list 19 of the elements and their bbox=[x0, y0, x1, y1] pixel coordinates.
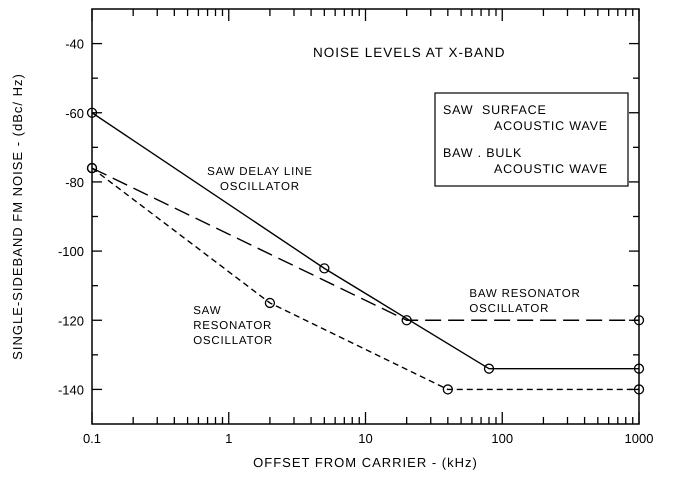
x-tick-label: 10 bbox=[358, 431, 373, 446]
annotation: SAW SURFACE ACOUSTIC WAVE bbox=[443, 103, 608, 133]
series-label: SAW RESONATOR OSCILLATOR bbox=[193, 305, 273, 348]
y-tick-label: -140 bbox=[58, 382, 84, 398]
series-label: BAW RESONATOR OSCILLATOR bbox=[469, 288, 581, 316]
x-tick-label: 1 bbox=[225, 431, 232, 446]
y-tick-label: -60 bbox=[65, 106, 84, 121]
x-tick-label: 1000 bbox=[624, 431, 654, 446]
x-axis-title: OFFSET FROM CARRIER - (kHz) bbox=[253, 455, 478, 470]
y-tick-label: -40 bbox=[65, 36, 84, 52]
x-tick-label: 100 bbox=[491, 431, 514, 446]
series-label: SAW DELAY LINE OSCILLATOR bbox=[207, 166, 313, 193]
x-tick-label: 0.1 bbox=[82, 431, 102, 446]
annotation: BAW . BULK ACOUSTIC WAVE bbox=[443, 146, 608, 176]
y-axis-title: SINGLE-SIDEBAND FM NOISE - (dBc/ Hz) bbox=[10, 73, 25, 360]
y-tick-label: -120 bbox=[58, 313, 84, 328]
text: NOISE LEVELS AT X-BAND bbox=[312, 45, 506, 60]
y-tick-label: -100 bbox=[58, 244, 84, 260]
y-tick-label: -80 bbox=[65, 174, 84, 190]
